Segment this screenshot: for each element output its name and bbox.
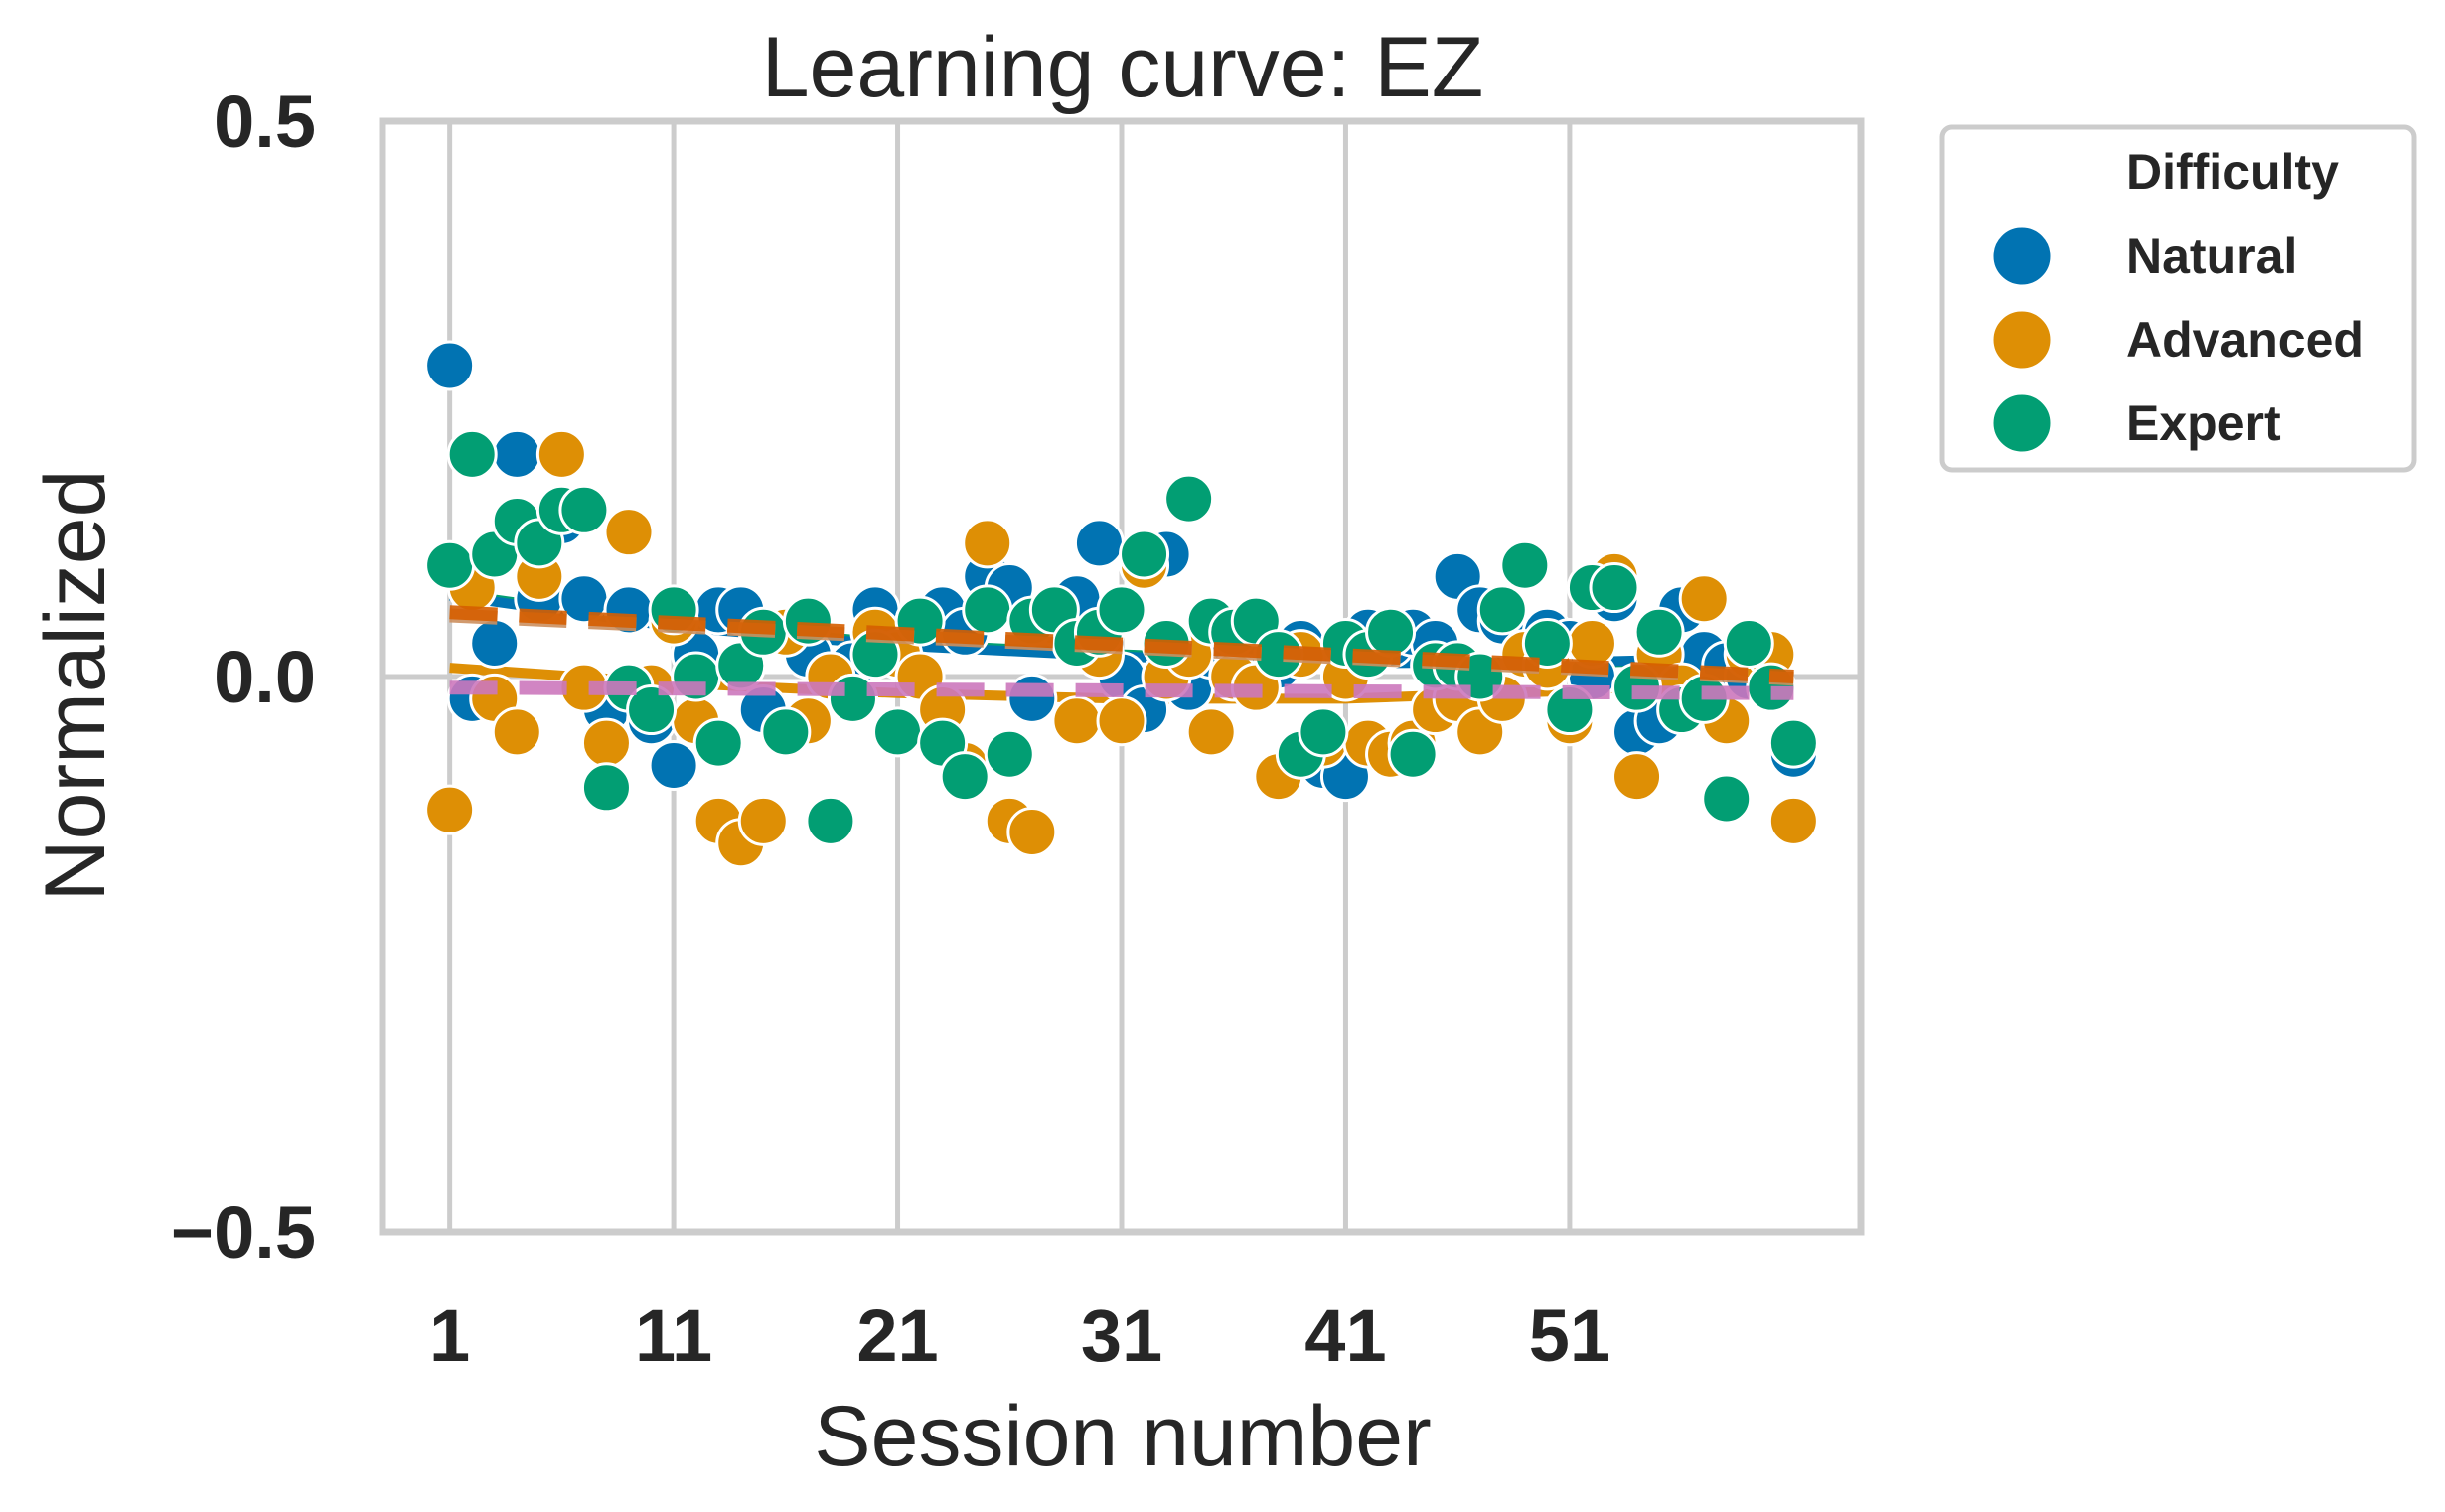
data-point-expert (984, 728, 1035, 780)
data-point-expert (1365, 606, 1417, 658)
data-point-expert (1096, 584, 1147, 636)
data-point-expert (580, 762, 632, 814)
data-point-expert (760, 706, 812, 758)
data-point-expert (1387, 728, 1439, 780)
x-tick-labels: 1 11 21 31 41 51 (429, 1294, 1610, 1377)
dashed-trend-lines (449, 605, 1794, 700)
data-point-advanced (737, 795, 789, 846)
data-point-expert (1723, 617, 1774, 669)
data-point-natural (1073, 518, 1125, 569)
y-tick-label: −0.5 (171, 1191, 316, 1274)
data-point-advanced (1185, 706, 1237, 758)
legend-marker (1990, 225, 2054, 288)
data-point-expert (962, 584, 1013, 636)
data-point-advanced (491, 706, 542, 758)
x-tick-label: 11 (635, 1294, 712, 1377)
data-point-expert (692, 717, 744, 769)
legend: Difficulty Natural Advanced Expert (1939, 124, 2417, 473)
data-point-advanced (603, 507, 655, 558)
x-tick-label: 31 (1081, 1294, 1162, 1377)
data-point-natural (648, 739, 699, 791)
plot-frame (379, 117, 1865, 1236)
data-point-natural (469, 617, 521, 669)
data-point-expert (446, 428, 498, 480)
legend-label: Expert (2126, 395, 2281, 451)
data-point-advanced (1678, 573, 1730, 625)
x-tick-label: 21 (856, 1294, 938, 1377)
data-point-expert (939, 751, 991, 803)
data-point-expert (1476, 584, 1528, 636)
trend-line-dashed (449, 680, 1794, 700)
data-point-expert (1521, 617, 1573, 669)
data-point-advanced (580, 717, 632, 769)
data-point-expert (626, 684, 678, 736)
data-point-expert (872, 706, 924, 758)
data-point-expert (1633, 606, 1685, 658)
data-point-expert (1701, 773, 1753, 825)
y-axis-label: Normalized (28, 470, 123, 902)
y-tick-label: 0.0 (214, 636, 316, 718)
legend-box (1939, 124, 2417, 473)
data-point-expert (558, 484, 610, 535)
data-point-expert (1119, 529, 1170, 580)
legend-label: Natural (2126, 228, 2297, 284)
chart-title: Learning curve: EZ (762, 20, 1484, 115)
data-point-advanced (1611, 751, 1663, 803)
data-point-expert (1589, 562, 1640, 614)
legend-title: Difficulty (2126, 144, 2339, 200)
data-point-natural (491, 428, 542, 480)
data-point-expert (805, 795, 856, 846)
x-tick-label: 51 (1529, 1294, 1610, 1377)
y-tick-label: 0.5 (214, 80, 316, 163)
data-point-expert (424, 539, 476, 591)
data-point-natural (1006, 673, 1058, 724)
legend-marker (1990, 308, 2054, 372)
data-point-expert (827, 673, 878, 724)
data-point-expert (1298, 706, 1349, 758)
legend-marker (1990, 391, 2054, 455)
data-point-advanced (535, 428, 587, 480)
trend-line-dashed (449, 605, 1794, 683)
legend-entries: Natural Advanced Expert (1990, 225, 2364, 455)
data-point-expert (1163, 473, 1215, 525)
data-point-advanced (1767, 795, 1819, 846)
data-point-advanced (1051, 695, 1103, 747)
x-tick-label: 1 (429, 1294, 470, 1377)
x-tick-label: 41 (1304, 1294, 1386, 1377)
data-point-natural (424, 340, 476, 391)
legend-label: Advanced (2126, 312, 2364, 368)
y-tick-labels: −0.5 0.0 0.5 (171, 80, 316, 1274)
data-point-advanced (424, 784, 476, 835)
data-point-advanced (962, 518, 1013, 569)
data-point-advanced (1096, 695, 1147, 747)
x-axis-label: Session number (814, 1389, 1431, 1484)
data-point-advanced (1006, 807, 1058, 858)
data-point-expert (1499, 539, 1551, 591)
data-point-expert (1767, 717, 1819, 769)
